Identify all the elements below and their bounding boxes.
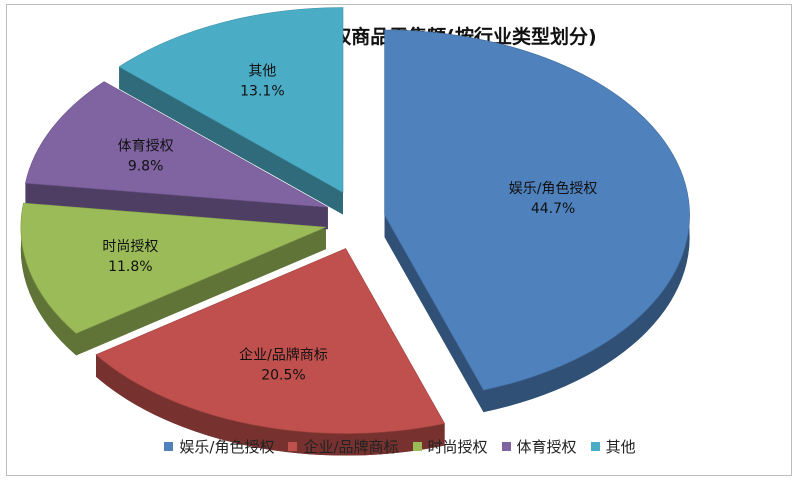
- slice-fashion: [20, 202, 326, 334]
- slice-corporate-brand: [95, 248, 446, 434]
- slice-label-corporate-brand: 企业/品牌商标: [239, 347, 328, 364]
- slice-side-other-0: [119, 66, 343, 215]
- slice-rim-corporate-brand: [96, 354, 445, 456]
- legend-item-other: 其他: [590, 436, 636, 457]
- pie-slices: [20, 7, 690, 434]
- slice-label-other: 其他: [248, 64, 276, 80]
- legend-swatch-entertainment-character: [164, 442, 174, 451]
- legend-item-sports: 体育授权: [501, 436, 577, 457]
- legend: 娱乐/角色授权 企业/品牌商标 时尚授权 体育授权 其他: [0, 436, 800, 457]
- slice-side-fashion-0: [76, 227, 326, 356]
- legend-label-fashion: 时尚授权: [427, 438, 488, 456]
- legend-swatch-corporate-brand: [288, 442, 298, 451]
- legend-swatch-fashion: [412, 442, 422, 451]
- slice-entertainment-character: [384, 29, 690, 391]
- slice-sports: [25, 81, 328, 208]
- legend-item-entertainment-character: 娱乐/角色授权: [164, 436, 274, 457]
- slice-value-entertainment-character: 44.7%: [531, 201, 575, 217]
- legend-item-corporate-brand: 企业/品牌商标: [288, 436, 399, 457]
- slice-rim-fashion: [20, 203, 77, 356]
- slice-value-sports: 9.8%: [128, 158, 164, 174]
- slice-label-fashion: 时尚授权: [102, 239, 158, 255]
- slice-side-sports-0: [25, 183, 328, 230]
- slice-label-entertainment-character: 娱乐/角色授权: [509, 180, 598, 197]
- slice-label-sports: 体育授权: [118, 138, 174, 154]
- pie-labels: 娱乐/角色授权 44.7% 企业/品牌商标 20.5% 时尚授权 11.8% 体育授权 9.8…: [102, 64, 597, 384]
- slice-other: [118, 7, 344, 194]
- legend-label-sports: 体育授权: [516, 438, 577, 456]
- slice-side-entertainment-character-1: [384, 215, 484, 413]
- legend-label-other: 其他: [605, 438, 636, 456]
- legend-swatch-other: [590, 442, 600, 451]
- legend-label-entertainment-character: 娱乐/角色授权: [179, 438, 275, 456]
- slice-value-corporate-brand: 20.5%: [261, 368, 305, 384]
- slice-value-fashion: 11.8%: [108, 259, 152, 275]
- legend-swatch-sports: [501, 442, 511, 451]
- legend-label-corporate-brand: 企业/品牌商标: [303, 438, 399, 456]
- legend-item-fashion: 时尚授权: [412, 436, 488, 457]
- slice-value-other: 13.1%: [240, 84, 284, 100]
